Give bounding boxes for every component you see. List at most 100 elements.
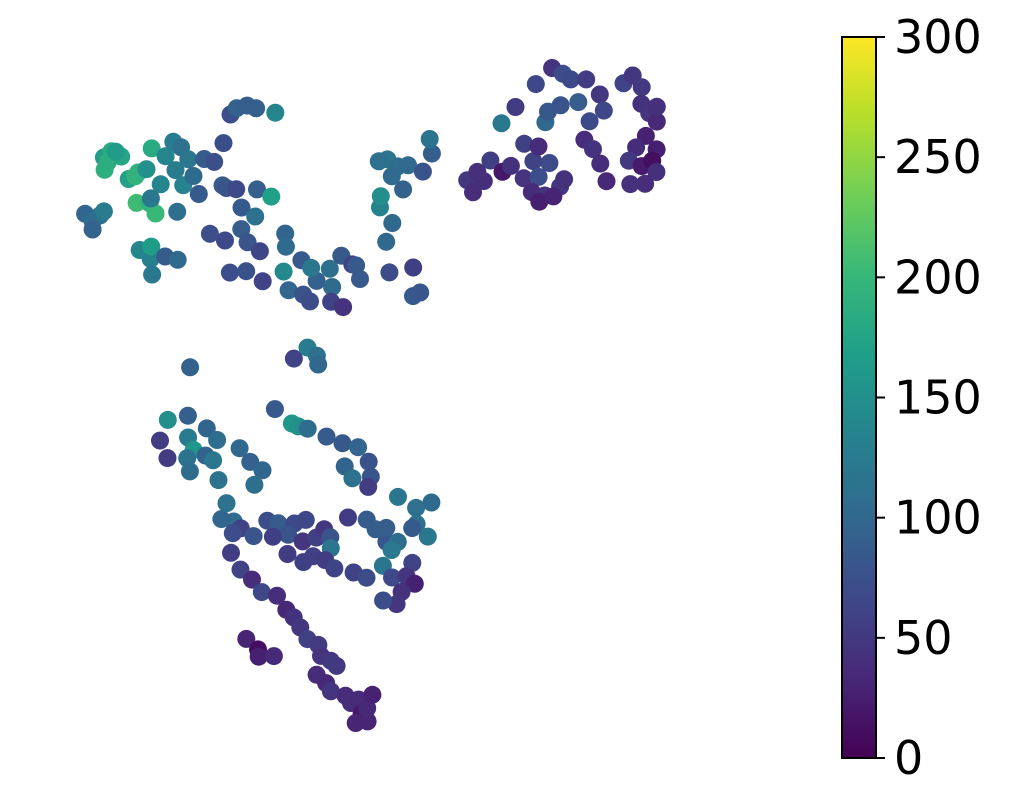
scatter-point [636, 174, 655, 193]
scatter-point [647, 163, 666, 181]
scatter-point [407, 498, 426, 517]
scatter-point [180, 462, 199, 481]
scatter-point [506, 98, 525, 116]
scatter-point [205, 152, 224, 171]
scatter-point [296, 510, 315, 529]
colorbar-tick-label: 100 [894, 491, 982, 545]
scatter-point [351, 270, 369, 288]
scatter-point [422, 144, 441, 163]
scatter-point [420, 130, 439, 148]
scatter-point [323, 278, 342, 296]
scatter-point [530, 192, 549, 211]
scatter-point [232, 198, 251, 217]
scatter-point [151, 431, 169, 450]
scatter-point [529, 137, 548, 156]
scatter-point [339, 508, 357, 527]
scatter-point [168, 202, 187, 221]
scatter-point [268, 586, 286, 605]
scatter-point [382, 167, 401, 186]
scatter-point [327, 656, 346, 675]
scatter-point [151, 175, 170, 194]
scatter-point [237, 262, 256, 281]
colorbar-tick-label: 200 [894, 250, 982, 304]
scatter-point [363, 685, 382, 704]
scatter-point [223, 524, 242, 543]
scatter-point [492, 114, 511, 133]
scatter-point [561, 70, 580, 89]
scatter-point [413, 162, 432, 181]
scatter-point [197, 419, 216, 438]
scatter-point [209, 471, 228, 490]
colorbar-tick-label: 0 [894, 731, 923, 785]
scatter-point [383, 568, 401, 587]
scatter-point [422, 493, 441, 512]
scatter-point [349, 438, 368, 457]
scatter-point [577, 70, 596, 89]
scatter-point [266, 103, 285, 122]
scatter-point [481, 151, 500, 170]
scatter-point [278, 545, 297, 563]
scatter-point [357, 568, 376, 587]
scatter-point [166, 161, 185, 180]
scatter-point [374, 591, 393, 610]
scatter-point [555, 170, 574, 189]
scatter-point [514, 169, 533, 188]
scatter-point [309, 355, 328, 374]
scatter-point [387, 595, 406, 614]
scatter-point [222, 543, 240, 562]
scatter-points [76, 59, 666, 732]
scatter-point [189, 185, 208, 203]
scatter-point [590, 85, 609, 104]
scatter-point [301, 292, 319, 311]
scatter-point [501, 156, 520, 175]
scatter-point [137, 160, 156, 179]
scatter-point [580, 112, 599, 131]
scatter-point [168, 250, 187, 269]
scatter-point [343, 469, 362, 488]
scatter-point [399, 156, 418, 175]
scatter-point [302, 258, 321, 277]
scatter-point [276, 224, 295, 243]
scatter-point [369, 152, 388, 171]
scatter-point [394, 180, 413, 199]
scatter-point [515, 134, 534, 153]
scatter-point [317, 427, 336, 446]
scatter-point [216, 231, 234, 250]
scatter-point [156, 147, 175, 166]
scatter-point [227, 180, 246, 199]
scatter-point [214, 134, 233, 153]
scatter-point [200, 224, 219, 243]
scatter-point [293, 532, 312, 551]
scatter-point [158, 449, 177, 468]
scatter-point [217, 494, 236, 513]
scatter-point [249, 647, 268, 666]
scatter-point [284, 349, 303, 368]
scatter-point [237, 629, 256, 648]
scatter-point [253, 272, 272, 291]
scatter-point [253, 461, 272, 480]
scatter-point [146, 204, 165, 223]
scatter-point [279, 281, 298, 300]
scatter-point [591, 154, 610, 173]
colorbar-bar [841, 36, 877, 759]
scatter-point [208, 431, 227, 449]
scatter-point [245, 475, 264, 494]
scatter-point [333, 434, 352, 453]
scatter-point [418, 527, 437, 546]
scatter-point [178, 406, 197, 425]
scatter-point [212, 510, 231, 529]
colorbar-tick-label: 150 [894, 371, 982, 425]
scatter-point [230, 439, 249, 458]
scatter-point [359, 477, 378, 496]
scatter-point [411, 283, 430, 302]
scatter-point [179, 150, 198, 169]
scatter-point [584, 140, 602, 159]
scatter-point [252, 583, 271, 602]
scatter-point [181, 358, 200, 377]
scatter-point [274, 262, 293, 281]
scatter-point [627, 138, 646, 157]
scatter-point [320, 259, 339, 278]
scatter-point [244, 527, 263, 546]
scatter-point [540, 154, 559, 172]
scatter-point [127, 193, 146, 212]
